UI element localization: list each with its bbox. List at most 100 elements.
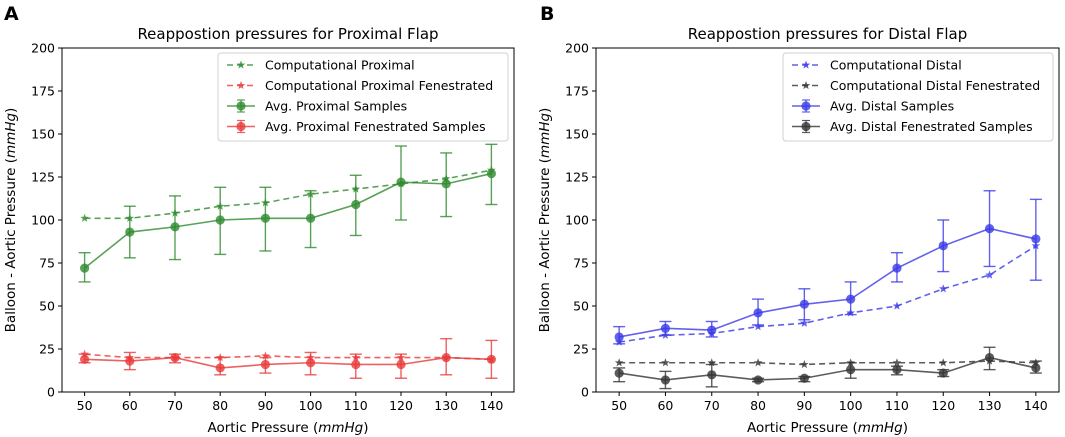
legend-marker <box>236 121 246 132</box>
legend-marker <box>236 81 246 90</box>
series-line <box>619 245 1037 343</box>
y-tick-label: 175 <box>31 84 55 99</box>
legend-frame <box>782 52 1054 142</box>
data-point <box>1031 363 1041 373</box>
series-computational-proximal-fenestrated <box>80 349 496 363</box>
legend-marker <box>236 60 246 69</box>
y-tick-label: 0 <box>581 385 589 400</box>
legend-label: Avg. Distal Samples <box>830 99 954 114</box>
x-tick-label: 100 <box>299 398 323 413</box>
data-point <box>753 375 763 385</box>
x-tick-label: 60 <box>122 398 138 413</box>
legend-entry: Computational Proximal Fenestrated <box>227 78 493 93</box>
legend-marker <box>801 60 811 69</box>
y-tick-label: 175 <box>565 84 589 99</box>
x-tick-label: 70 <box>704 398 720 413</box>
legend-label: Computational Proximal Fenestrated <box>265 78 493 93</box>
series-avg-distal-samples <box>613 190 1042 345</box>
y-axis-label: Balloon - Aortic Pressure (mmHg) <box>537 108 553 333</box>
y-tick-label: 125 <box>31 170 55 185</box>
x-tick-label: 50 <box>77 398 93 413</box>
data-point <box>938 358 948 367</box>
legend: Computational Proximal Computational Prox… <box>217 52 509 142</box>
series-line <box>84 353 492 361</box>
data-point <box>707 325 717 335</box>
data-point <box>799 299 809 309</box>
legend-frame <box>217 52 509 142</box>
series-line <box>619 356 1037 381</box>
y-tick-label: 25 <box>573 342 589 357</box>
x-tick-label: 140 <box>479 398 503 413</box>
legend-label: Computational Proximal <box>265 58 415 73</box>
data-point <box>215 215 225 225</box>
series-computational-proximal <box>80 165 496 222</box>
data-point <box>846 294 856 304</box>
data-point <box>753 308 763 318</box>
data-point <box>215 363 225 373</box>
legend-marker <box>236 101 246 111</box>
data-point <box>80 354 90 364</box>
series-line <box>84 169 492 220</box>
data-point <box>125 356 135 366</box>
data-point <box>660 375 671 385</box>
x-tick-label: 130 <box>434 398 458 413</box>
data-point <box>1031 234 1041 244</box>
data-point <box>707 358 717 367</box>
data-point <box>125 227 135 237</box>
y-tick-label: 75 <box>39 256 55 271</box>
y-tick-label: 50 <box>39 299 55 314</box>
data-point <box>985 270 994 279</box>
legend-label: Avg. Distal Fenestrated Samples <box>830 119 1033 134</box>
data-point <box>441 179 451 189</box>
series-avg-proximal-samples <box>78 143 498 283</box>
legend-entry: Avg. Proximal Fenestrated Samples <box>227 119 486 134</box>
data-point <box>892 365 902 375</box>
legend-marker <box>801 101 811 111</box>
legend-entry: Computational Distal <box>792 58 962 73</box>
y-tick-label: 200 <box>31 41 55 56</box>
y-tick-label: 0 <box>47 385 55 400</box>
legend-entry: Computational Distal Fenestrated <box>792 78 1040 93</box>
y-tick-label: 75 <box>573 256 589 271</box>
data-point <box>396 359 406 370</box>
x-tick-label: 140 <box>1024 398 1048 413</box>
x-axis-label: Aortic Pressure (mmHg) <box>747 420 908 436</box>
data-point <box>614 332 624 342</box>
y-tick-label: 25 <box>39 342 55 357</box>
series-line <box>84 172 492 269</box>
y-tick-label: 200 <box>565 41 589 56</box>
x-tick-label: 90 <box>796 398 812 413</box>
y-tick-label: 150 <box>31 127 55 142</box>
y-tick-label: 100 <box>565 213 589 228</box>
data-point <box>753 358 763 367</box>
x-tick-label: 130 <box>978 398 1002 413</box>
x-tick-label: 100 <box>839 398 863 413</box>
legend-label: Avg. Proximal Fenestrated Samples <box>265 119 486 134</box>
data-point <box>892 263 902 273</box>
legend-entry: Avg. Proximal Samples <box>227 99 407 114</box>
data-point <box>938 368 948 378</box>
chart-panel-b: B Reappostion pressures for Distal Flap 0 2… <box>537 3 1060 436</box>
series-avg-proximal-fenestrated-samples <box>78 337 498 379</box>
panel-label: B <box>540 3 554 25</box>
legend-label: Computational Distal <box>830 58 962 73</box>
data-point <box>938 241 948 251</box>
data-point <box>396 177 406 187</box>
data-point <box>441 353 451 363</box>
series-computational-distal <box>614 241 1041 346</box>
data-point <box>261 351 270 360</box>
legend-entry: Avg. Distal Samples <box>792 99 954 114</box>
data-point <box>660 323 671 333</box>
data-point <box>80 213 89 222</box>
y-tick-label: 125 <box>565 170 589 185</box>
data-point <box>799 373 809 383</box>
x-tick-label: 80 <box>750 398 766 413</box>
legend: Computational Distal Computational Distal… <box>782 52 1054 142</box>
x-tick-label: 90 <box>257 398 273 413</box>
y-tick-label: 100 <box>31 213 55 228</box>
data-point <box>351 199 361 210</box>
data-point <box>892 358 902 367</box>
data-point <box>661 358 670 367</box>
series-line <box>619 227 1037 338</box>
